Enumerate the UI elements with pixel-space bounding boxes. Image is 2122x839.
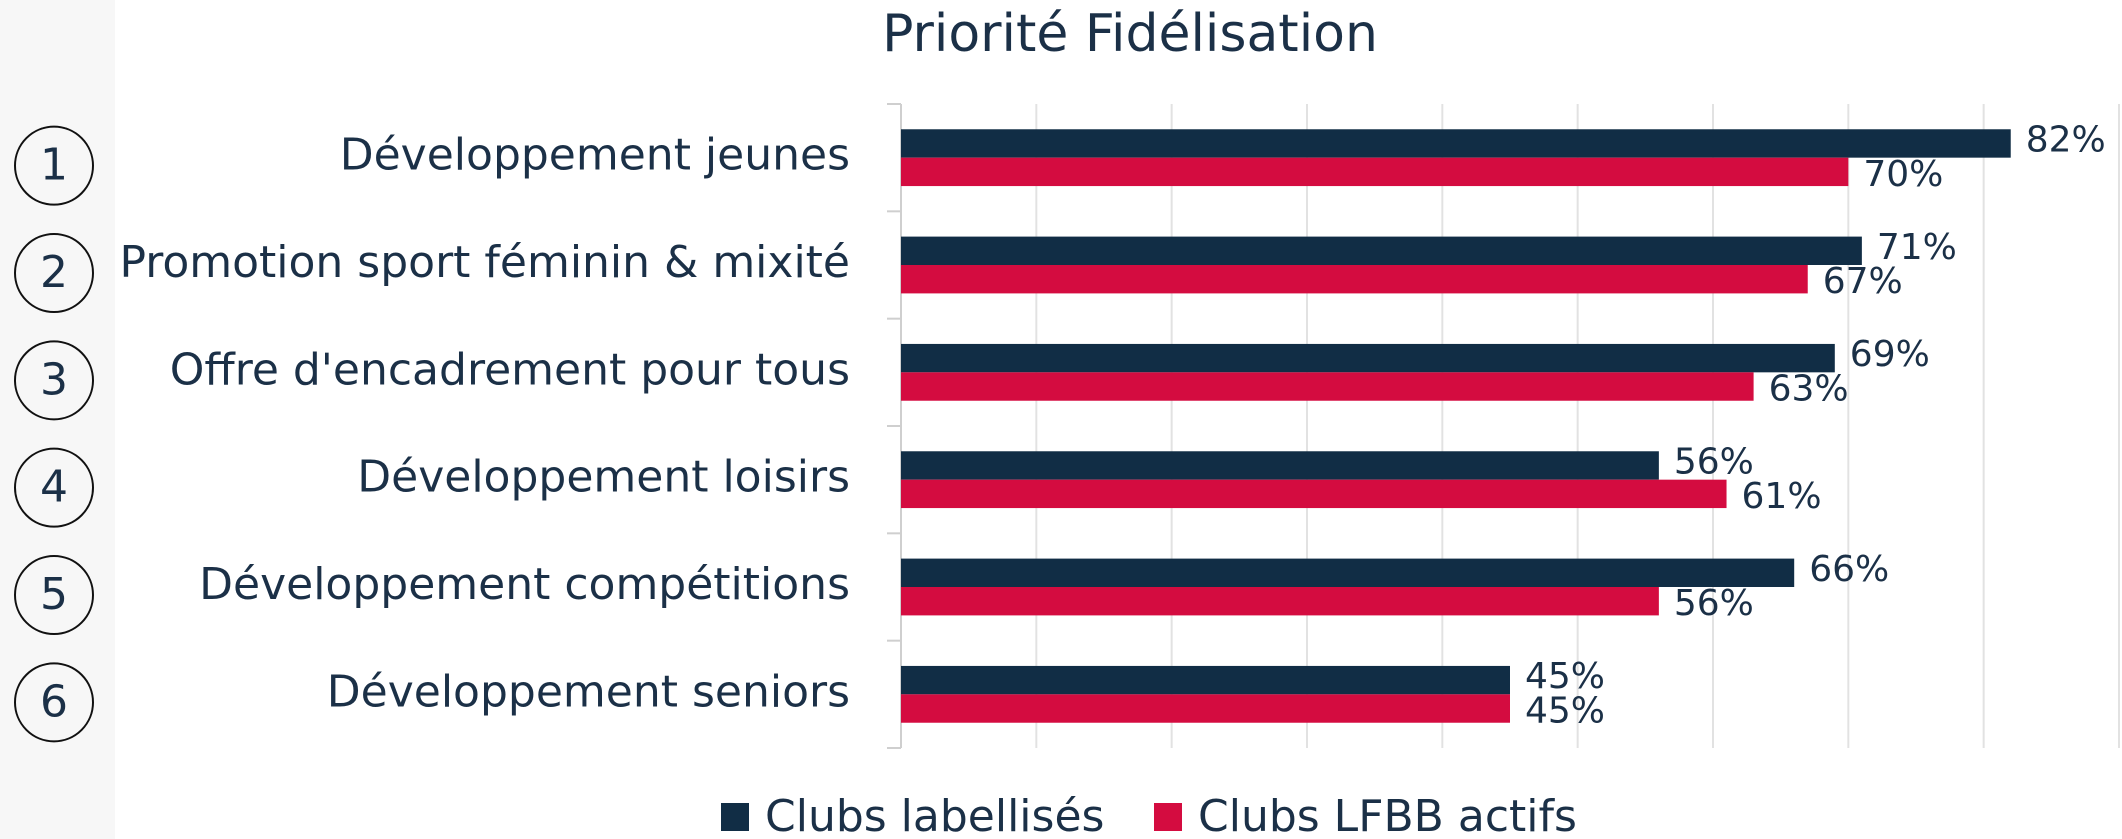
value-label: 63% [1769, 369, 1849, 410]
category-label: Développement loisirs [357, 452, 850, 503]
rank-circle [14, 662, 94, 743]
category-label: Offre d'encadrement pour tous [170, 344, 850, 395]
value-label: 70% [1863, 154, 1943, 195]
value-label: 69% [1850, 334, 1930, 375]
value-label: 45% [1525, 691, 1605, 732]
bar [901, 558, 1795, 587]
value-label: 56% [1674, 583, 1754, 624]
rank-circle [14, 340, 94, 421]
bar [901, 479, 1727, 509]
category-label: Développement compétitions [199, 559, 850, 610]
bar [901, 157, 1849, 187]
rank-label: 3 [40, 354, 68, 405]
value-label: 56% [1674, 441, 1754, 482]
bar [901, 665, 1510, 695]
rank-label: 4 [40, 462, 68, 513]
bar [901, 236, 1862, 265]
category-label: Promotion sport féminin & mixité [119, 237, 850, 288]
rank-label: 6 [40, 676, 68, 727]
rank-circle [14, 447, 94, 528]
value-label: 71% [1877, 227, 1957, 268]
legend-label: Clubs labellisés [765, 791, 1104, 839]
category-label: Développement seniors [327, 666, 850, 717]
legend-swatch [1154, 803, 1182, 831]
legend-swatch [721, 803, 749, 831]
value-label: 61% [1742, 476, 1822, 517]
rank-label: 2 [40, 247, 68, 298]
value-label: 82% [2026, 119, 2106, 160]
rank-label: 5 [40, 569, 68, 620]
rank-circle [14, 555, 94, 635]
value-label: 45% [1525, 656, 1605, 697]
bar [901, 129, 2011, 158]
bar [901, 587, 1659, 616]
chart-title: Priorité Fidélisation [882, 4, 1378, 64]
rank-circle [14, 125, 94, 206]
value-label: 66% [1809, 549, 1889, 590]
legend-label: Clubs LFBB actifs [1198, 791, 1577, 839]
value-label: 67% [1823, 261, 1903, 302]
category-label: Développement jeunes [340, 130, 850, 181]
rank-label: 1 [40, 140, 68, 191]
bar [901, 372, 1754, 401]
bar [901, 694, 1510, 723]
rank-circle [14, 233, 94, 313]
bar [901, 265, 1808, 294]
bar [901, 451, 1659, 480]
bar [901, 343, 1835, 373]
